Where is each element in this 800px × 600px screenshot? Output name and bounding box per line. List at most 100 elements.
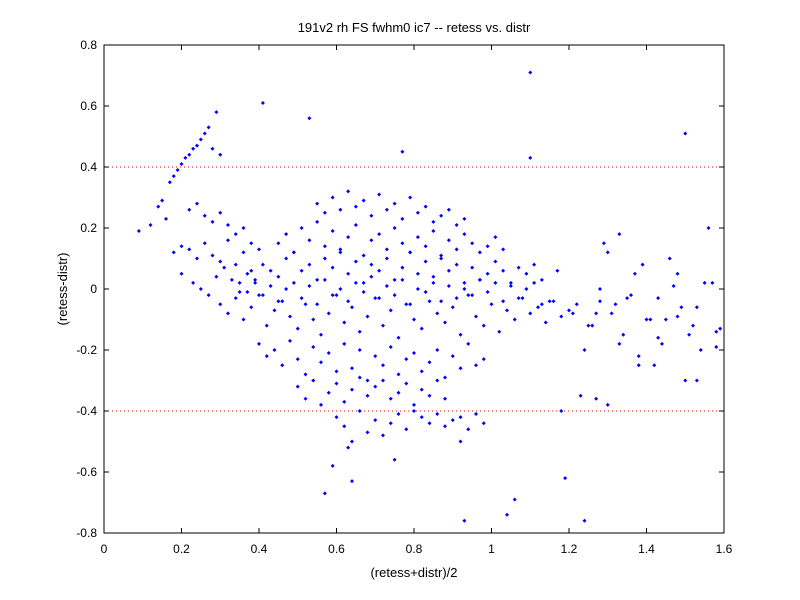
data-point [419, 415, 424, 420]
x-tick-label: 1.6 [716, 542, 733, 556]
data-point [342, 320, 347, 325]
data-point [346, 445, 351, 450]
data-point [179, 161, 184, 166]
data-point [350, 479, 354, 484]
data-point [218, 152, 223, 157]
data-point [187, 152, 192, 157]
data-point [191, 146, 196, 151]
data-point [493, 280, 498, 285]
data-point [171, 250, 176, 255]
data-point [322, 491, 327, 496]
data-point [369, 213, 374, 218]
data-point [202, 213, 207, 218]
data-point [338, 250, 343, 255]
data-point [322, 277, 327, 282]
data-point [237, 290, 242, 295]
data-point [462, 232, 467, 237]
data-point [431, 274, 436, 279]
data-point [470, 293, 475, 298]
data-point [524, 287, 529, 291]
data-point [187, 207, 192, 212]
data-point [226, 311, 230, 316]
data-point [260, 100, 265, 105]
data-point [404, 357, 409, 362]
data-point [284, 287, 289, 291]
x-tick-label: 1.4 [638, 542, 655, 556]
data-point [156, 204, 161, 209]
data-point [400, 216, 405, 221]
data-point [350, 439, 354, 444]
data-point [322, 210, 327, 215]
data-point [656, 335, 661, 340]
x-tick-label: 1.2 [561, 542, 578, 556]
y-tick-label: 0 [90, 282, 97, 296]
data-point [365, 378, 370, 383]
data-point [330, 195, 335, 200]
data-point [605, 402, 610, 407]
data-point [485, 271, 490, 276]
x-tick-label: 0.6 [328, 542, 345, 556]
data-point [570, 311, 575, 316]
data-point [423, 204, 428, 209]
data-point [656, 296, 661, 301]
data-point [439, 253, 444, 258]
data-point [388, 421, 393, 426]
data-point [419, 369, 424, 374]
data-point [396, 412, 401, 417]
data-point [601, 241, 606, 246]
data-point [446, 268, 451, 273]
data-point [303, 396, 308, 401]
data-point [319, 332, 323, 337]
y-tick-label: 0.6 [80, 99, 97, 113]
data-point [179, 271, 184, 276]
data-point [311, 317, 316, 322]
data-point [675, 314, 680, 319]
data-point [179, 244, 184, 249]
data-point [485, 290, 490, 295]
data-point [319, 402, 323, 407]
data-point [543, 320, 548, 325]
data-point [481, 357, 486, 362]
data-point [206, 293, 211, 298]
data-point [412, 402, 416, 407]
data-point [435, 378, 440, 383]
x-tick-label: 1 [488, 542, 495, 556]
data-point [210, 219, 215, 224]
data-point [373, 384, 378, 389]
data-point [412, 409, 416, 413]
data-point [342, 424, 347, 429]
data-point [400, 149, 405, 154]
data-point [377, 232, 382, 237]
data-point [392, 277, 397, 282]
x-axis-label: (retess+distr)/2 [370, 565, 457, 580]
data-point [702, 280, 707, 285]
data-point [326, 351, 331, 356]
data-point [443, 375, 447, 380]
data-point [714, 344, 719, 349]
data-point [462, 280, 467, 285]
data-point [660, 341, 664, 346]
data-point [384, 207, 389, 212]
y-tick-label: -0.6 [76, 465, 97, 479]
data-point [330, 265, 335, 270]
data-point [640, 262, 645, 267]
data-point [307, 116, 312, 121]
data-point [466, 293, 471, 298]
data-point [392, 226, 397, 230]
data-point [439, 299, 444, 304]
data-point [284, 256, 289, 261]
data-point [195, 256, 199, 261]
data-point [307, 262, 312, 267]
data-point [714, 329, 719, 334]
data-point [384, 256, 389, 261]
data-point [396, 390, 401, 395]
data-point [586, 323, 591, 328]
data-point [528, 311, 533, 316]
data-point [373, 418, 378, 423]
data-point [198, 137, 203, 142]
data-point [598, 299, 602, 304]
data-point [346, 271, 351, 276]
data-point [536, 305, 540, 310]
data-point [392, 293, 397, 298]
data-point [330, 293, 335, 298]
